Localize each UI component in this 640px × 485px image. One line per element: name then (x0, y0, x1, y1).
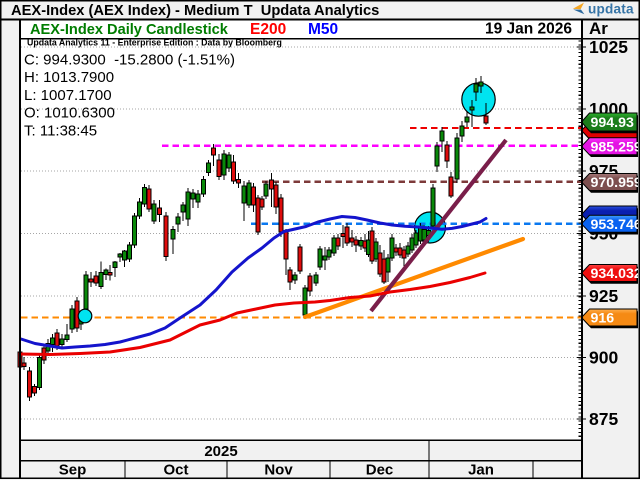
svg-text:953.746: 953.746 (591, 217, 640, 233)
svg-text:L: 1007.1700: L: 1007.1700 (24, 87, 112, 104)
svg-text:900: 900 (589, 348, 618, 368)
svg-text:Dec: Dec (366, 462, 394, 479)
svg-text:updata: updata (588, 2, 634, 17)
svg-text:T: 11:38:45: T: 11:38:45 (24, 123, 97, 140)
svg-text:M50: M50 (308, 21, 338, 38)
svg-text:2025: 2025 (204, 443, 237, 460)
svg-text:AEX-Index (AEX Index) - Medium: AEX-Index (AEX Index) - Medium T Updata … (11, 3, 379, 19)
svg-text:19 Jan 2026: 19 Jan 2026 (485, 21, 572, 38)
svg-text:C: 994.9300 -15.2800 (-1.51%): C: 994.9300 -15.2800 (-1.51%) (24, 51, 235, 68)
svg-text:934.032: 934.032 (591, 266, 640, 282)
svg-text:875: 875 (589, 409, 618, 429)
svg-text:Jan: Jan (468, 462, 494, 479)
svg-text:E200: E200 (250, 21, 286, 38)
svg-text:Ar: Ar (589, 19, 608, 38)
svg-text:994.93: 994.93 (591, 115, 635, 131)
svg-text:H: 1013.7900: H: 1013.7900 (24, 69, 114, 86)
svg-text:Nov: Nov (264, 462, 293, 479)
svg-text:916: 916 (591, 311, 615, 327)
svg-text:AEX-Index Daily Candlestick: AEX-Index Daily Candlestick (30, 22, 229, 38)
svg-text:985.259: 985.259 (591, 139, 640, 155)
svg-text:970.959: 970.959 (591, 175, 640, 191)
svg-text:Oct: Oct (163, 462, 188, 479)
svg-text:Sep: Sep (59, 462, 87, 479)
svg-text:925: 925 (589, 286, 618, 306)
svg-text:Updata Analytics 11 - Enterpri: Updata Analytics 11 - Enterprise Edition… (27, 38, 282, 48)
svg-text:1025: 1025 (589, 37, 628, 57)
svg-text:O: 1010.6300: O: 1010.6300 (24, 105, 115, 122)
